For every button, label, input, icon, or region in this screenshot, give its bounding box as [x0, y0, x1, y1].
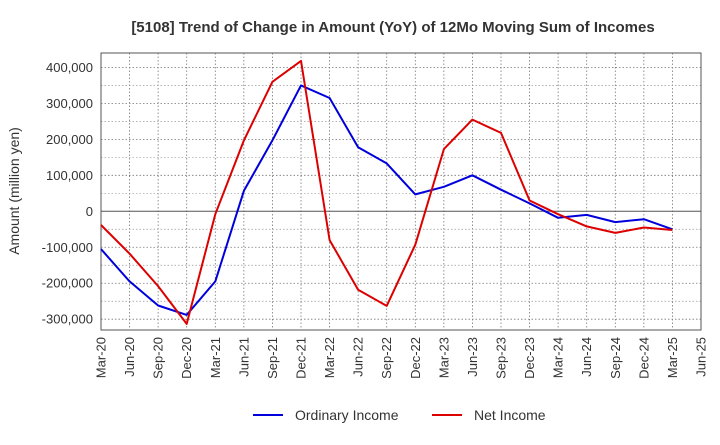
y-tick-label: -100,000	[42, 240, 93, 255]
x-tick-label: Jun-21	[236, 337, 251, 377]
x-tick-label: Jun-20	[122, 337, 137, 377]
x-tick-label: Sep-24	[608, 337, 623, 379]
x-tick-label: Jun-23	[465, 337, 480, 377]
plot-border	[100, 52, 702, 331]
grid-lines	[100, 53, 702, 330]
series-line	[100, 84, 673, 316]
series-lines	[100, 59, 673, 325]
y-tick-label: 100,000	[46, 168, 93, 183]
x-tick-label: Mar-23	[436, 337, 451, 378]
x-tick-label: Dec-20	[179, 337, 194, 379]
chart-title: [5108] Trend of Change in Amount (YoY) o…	[131, 19, 654, 36]
x-tick-label: Mar-22	[322, 337, 337, 378]
x-tick-label: Jun-25	[694, 337, 709, 377]
y-tick-label: 200,000	[46, 132, 93, 147]
y-tick-label: -200,000	[42, 276, 93, 291]
x-tick-label: Dec-23	[522, 337, 537, 379]
plot-area	[101, 53, 701, 330]
y-tick-label: 400,000	[46, 60, 93, 75]
legend: Ordinary Income Net Income	[253, 407, 546, 423]
x-tick-label: Dec-24	[636, 337, 651, 379]
x-tick-label: Mar-25	[665, 337, 680, 378]
legend-label: Net Income	[474, 407, 546, 423]
x-tick-label: Sep-21	[265, 337, 280, 379]
x-tick-label: Jun-24	[579, 337, 594, 377]
x-tick-label: Sep-22	[379, 337, 394, 379]
series-line	[100, 59, 673, 325]
x-tick-label: Sep-20	[151, 337, 166, 379]
y-tick-label: 0	[86, 204, 93, 219]
x-tick-label: Jun-22	[351, 337, 366, 377]
x-tick-label: Sep-23	[494, 337, 509, 379]
x-tick-label: Mar-20	[94, 337, 109, 378]
x-tick-label: Mar-21	[208, 337, 223, 378]
x-tick-label: Dec-22	[408, 337, 423, 379]
x-tick-label: Dec-21	[294, 337, 309, 379]
y-tick-label: -300,000	[42, 312, 93, 327]
y-tick-label: 300,000	[46, 96, 93, 111]
legend-label: Ordinary Income	[295, 407, 399, 423]
axes: -300,000 -200,000 -100,000 0 100,000 200,000 3…	[42, 52, 709, 379]
y-axis-label: Amount (million yen)	[6, 127, 22, 255]
x-tick-label: Mar-24	[551, 337, 566, 378]
